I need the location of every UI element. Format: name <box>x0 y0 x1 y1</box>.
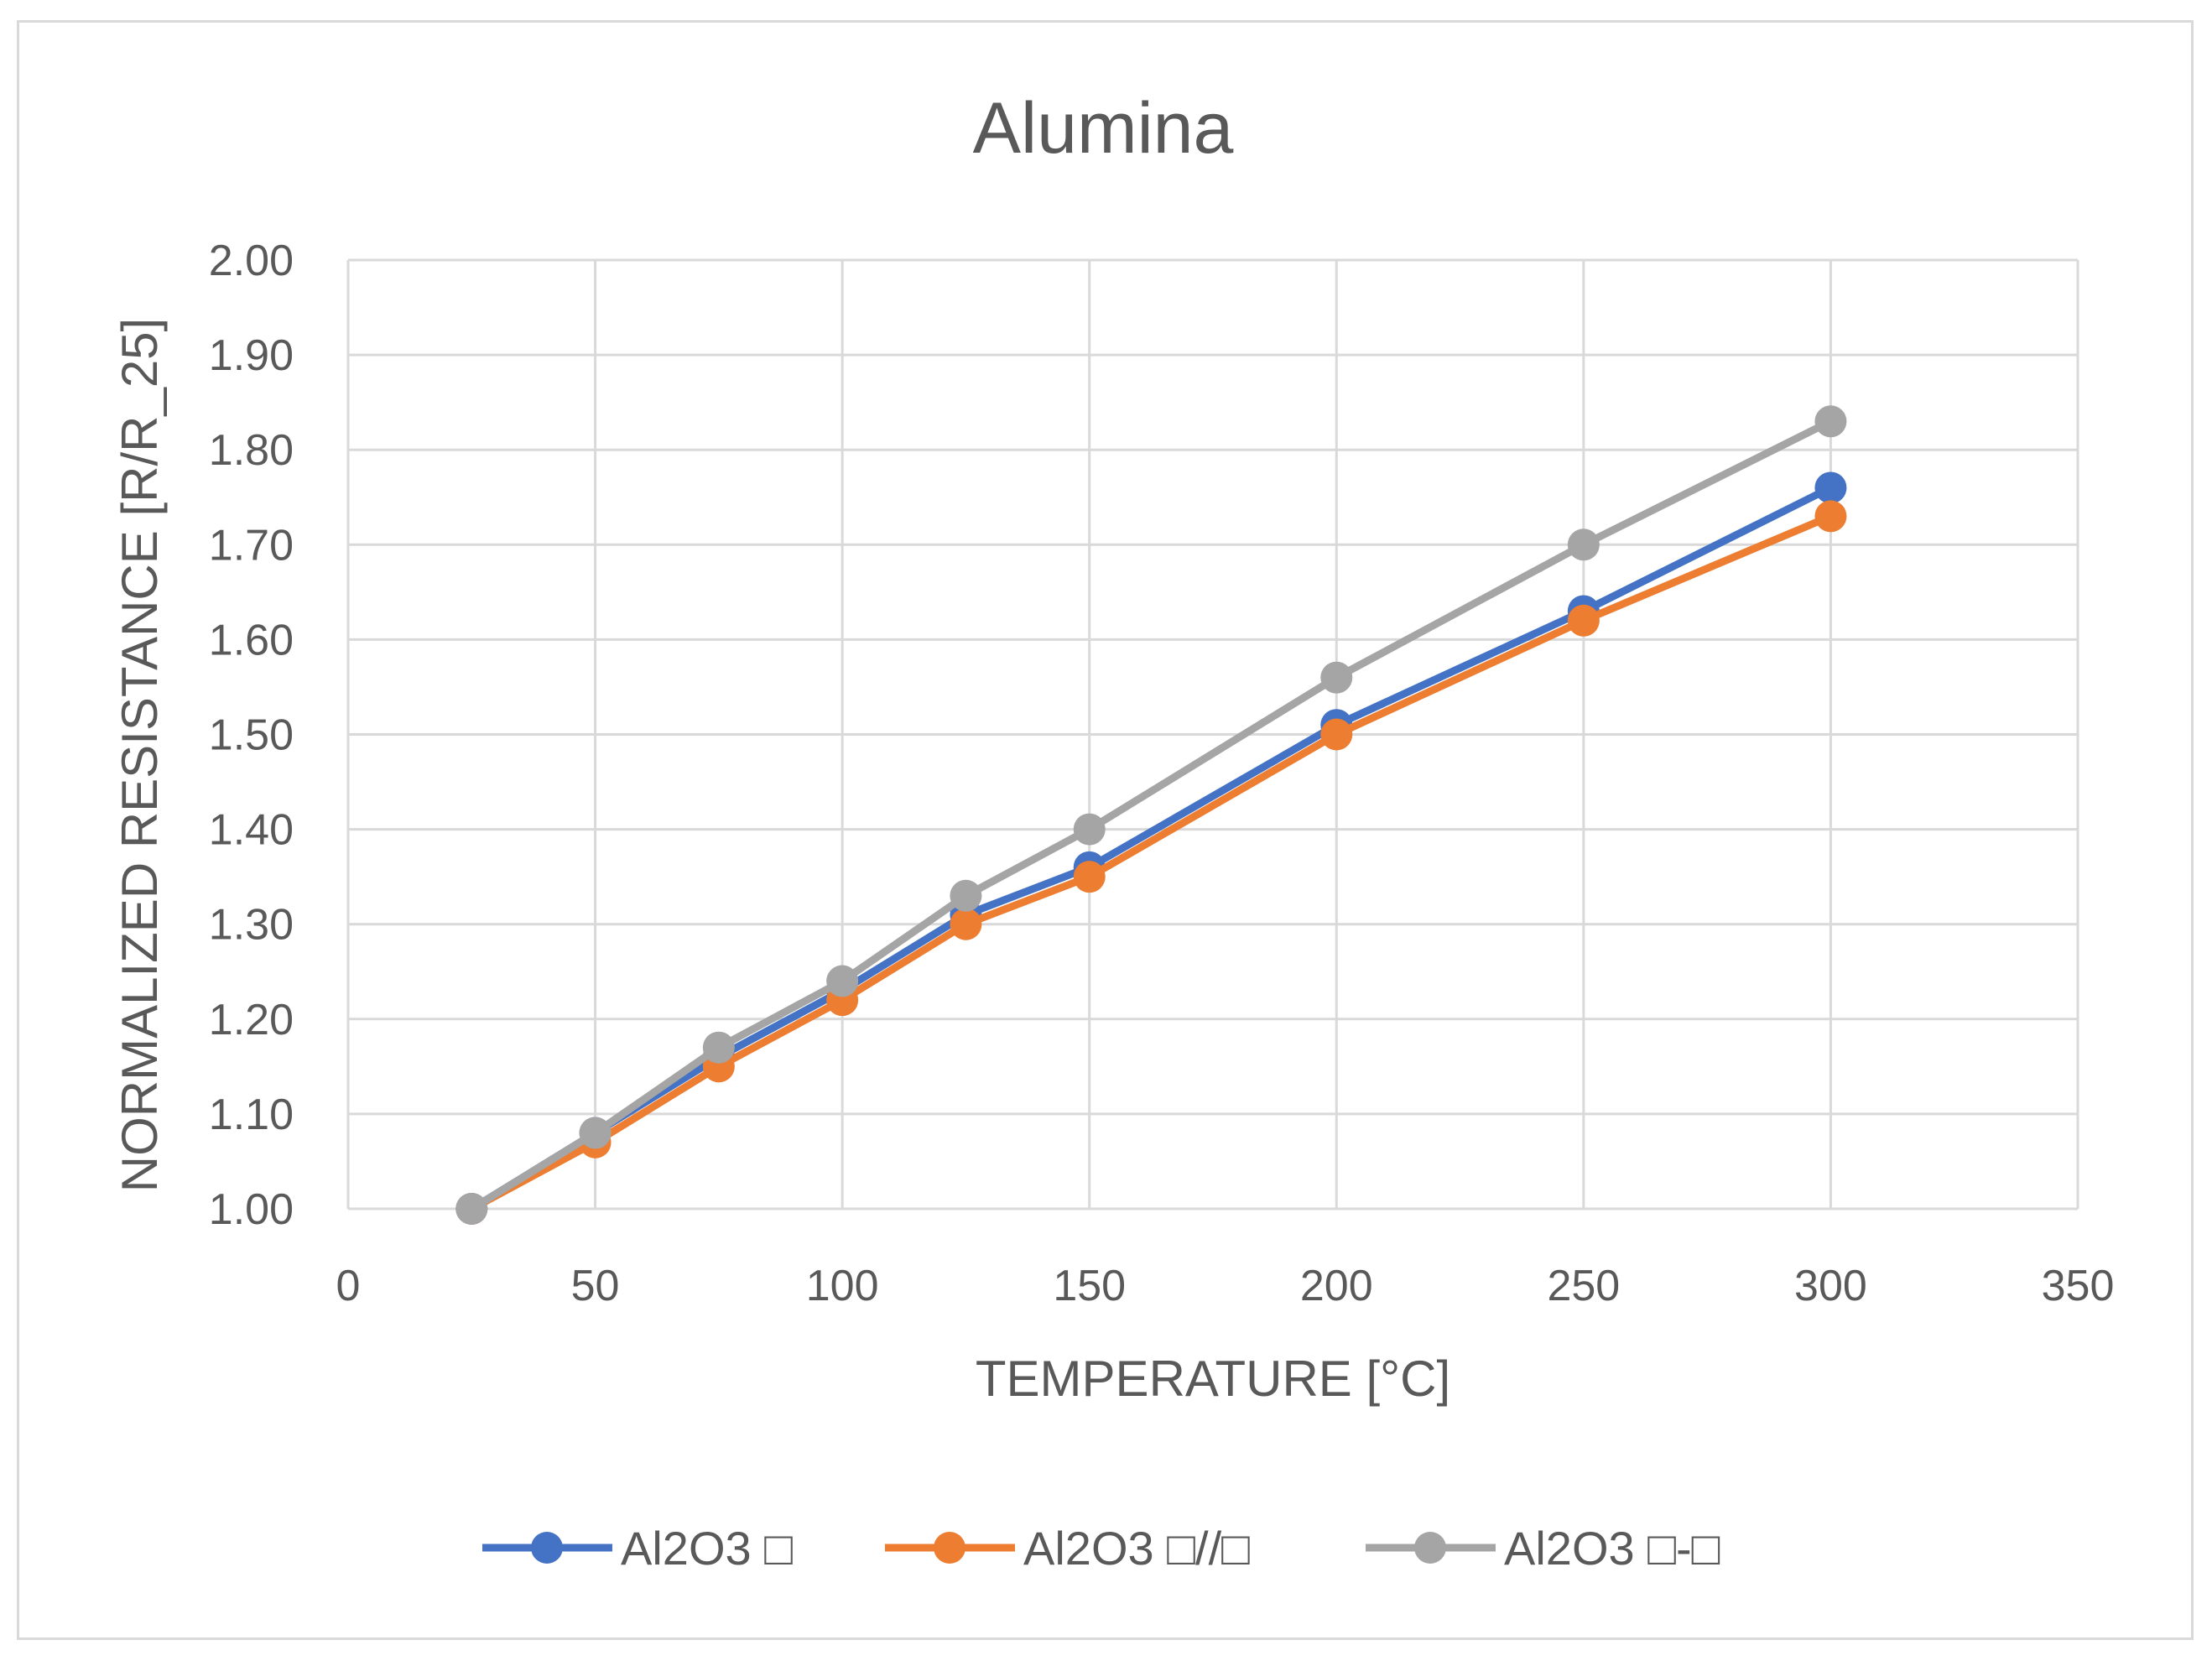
legend-item: Al2O3 □-□ <box>1366 1522 1720 1575</box>
data-point <box>1073 813 1106 846</box>
legend-item: Al2O3 □//□ <box>885 1522 1250 1575</box>
data-point <box>1320 661 1353 694</box>
y-tick-label: 1.70 <box>209 521 294 570</box>
data-point <box>1814 471 1847 504</box>
legend-marker <box>1414 1532 1446 1564</box>
data-point <box>1320 718 1353 751</box>
y-tick-label: 1.00 <box>209 1185 294 1234</box>
y-tick-label: 1.30 <box>209 901 294 950</box>
x-tick-label: 100 <box>806 1262 879 1310</box>
x-axis-ticks: 0 50 100 150 200 250 300 350 <box>336 1262 2115 1310</box>
y-axis-title: NORMALIZED RESISTANCE [R/R_25] <box>112 318 168 1192</box>
data-point <box>1814 500 1847 533</box>
data-point <box>1567 604 1600 637</box>
legend-label: Al2O3 □-□ <box>1504 1522 1720 1575</box>
data-point <box>702 1031 735 1064</box>
data-point <box>1814 405 1847 438</box>
data-point <box>1567 528 1600 561</box>
y-tick-label: 1.20 <box>209 996 294 1044</box>
chart-title: Alumina <box>973 88 1234 169</box>
legend-label: Al2O3 □ <box>621 1522 793 1575</box>
series-1 <box>455 471 1847 1225</box>
y-tick-label: 1.90 <box>209 331 294 380</box>
data-point <box>950 908 982 940</box>
data-point <box>826 965 859 997</box>
y-tick-label: 1.40 <box>209 806 294 855</box>
series-line <box>467 512 1835 1213</box>
series-layer <box>455 405 1847 1225</box>
legend-marker <box>531 1532 563 1564</box>
y-tick-label: 1.10 <box>209 1091 294 1139</box>
y-axis-ticks: 1.00 1.10 1.20 1.30 1.40 1.50 1.60 1.70 1.80 1.90… <box>209 237 294 1234</box>
x-tick-label: 200 <box>1300 1262 1373 1310</box>
data-point <box>455 1193 488 1225</box>
x-axis-title: TEMPERATURE [°C] <box>976 1351 1450 1407</box>
x-tick-label: 150 <box>1053 1262 1126 1310</box>
legend-label: Al2O3 □//□ <box>1023 1522 1250 1575</box>
y-tick-label: 1.60 <box>209 616 294 664</box>
data-point <box>1073 861 1106 893</box>
x-tick-label: 250 <box>1547 1262 1620 1310</box>
data-point <box>950 879 982 912</box>
x-tick-label: 0 <box>336 1262 361 1310</box>
y-tick-label: 1.80 <box>209 426 294 475</box>
legend-item: Al2O3 □ <box>482 1522 793 1575</box>
x-tick-label: 50 <box>571 1262 620 1310</box>
y-tick-label: 1.50 <box>209 711 294 760</box>
x-tick-label: 350 <box>2042 1262 2115 1310</box>
legend-marker <box>934 1532 965 1564</box>
y-tick-label: 2.00 <box>209 237 294 285</box>
grid <box>346 258 2079 1210</box>
x-tick-label: 300 <box>1794 1262 1867 1310</box>
data-point <box>579 1117 612 1149</box>
legend: Al2O3 □ Al2O3 □//□ Al2O3 □-□ <box>482 1522 1720 1575</box>
series-3 <box>455 405 1847 1225</box>
series-line <box>467 483 1835 1213</box>
series-2 <box>455 500 1847 1225</box>
